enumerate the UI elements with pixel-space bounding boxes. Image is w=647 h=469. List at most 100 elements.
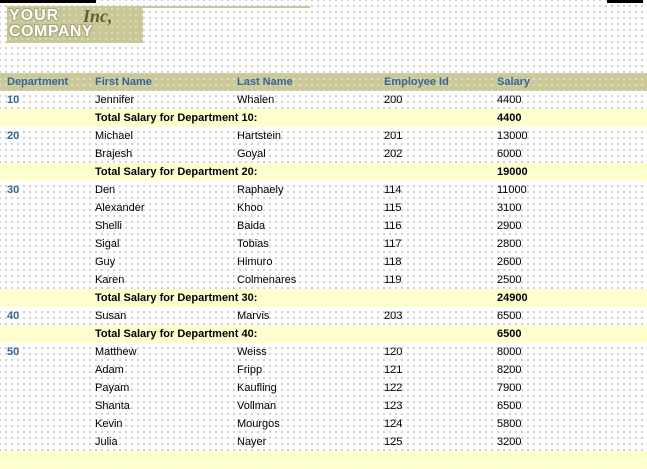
last-name-cell: Vollman (237, 400, 277, 412)
total-value: 19000 (497, 166, 528, 178)
employee-row: 30 Den Raphaely 114 11000 (0, 181, 647, 199)
top-left-border-artifact (0, 0, 96, 3)
first-name-cell: Payam (95, 382, 130, 394)
employee-id-cell: 118 (384, 256, 402, 268)
department-total-row: Total Salary for Department 40: 6500 (0, 325, 647, 343)
first-name-cell: Shelli (95, 220, 122, 232)
logo-text-inc: Inc, (83, 6, 113, 26)
last-name-cell: Goyal (237, 148, 266, 160)
first-name-cell: Adam (95, 364, 124, 376)
salary-cell: 2800 (497, 238, 522, 250)
last-name-cell: Himuro (237, 256, 273, 268)
first-name-cell: Guy (95, 256, 116, 268)
employee-row: Adam Fripp 121 8200 (0, 361, 647, 379)
first-name-cell: Sigal (95, 238, 120, 250)
salary-cell: 8000 (497, 346, 522, 358)
salary-cell: 6500 (497, 310, 522, 322)
department-cell: 30 (7, 184, 20, 196)
last-name-cell: Hartstein (237, 130, 282, 142)
employee-row: 40 Susan Marvis 203 6500 (0, 307, 647, 325)
total-label: Total Salary for Department 20: (95, 166, 258, 178)
last-name-cell: Colmenares (237, 274, 297, 286)
table-body: 10 Jennifer Whalen 200 4400 Total Salary for … (0, 91, 647, 469)
first-name-cell: Jennifer (95, 94, 135, 106)
employee-row: 50 Matthew Weiss 120 8000 (0, 343, 647, 361)
company-logo: YOUR COMPANY Inc, (7, 6, 143, 43)
salary-cell: 13000 (497, 130, 528, 142)
employee-id-cell: 119 (384, 274, 402, 286)
first-name-cell: Brajesh (95, 148, 133, 160)
salary-cell: 2500 (497, 274, 522, 286)
salary-cell: 3100 (497, 202, 522, 214)
department-cell: 10 (7, 94, 20, 106)
logo-text-your: YOUR (9, 7, 60, 24)
first-name-cell: Susan (95, 310, 127, 322)
top-right-border-artifact (607, 0, 643, 3)
logo-top-line (7, 6, 310, 8)
employee-row: Brajesh Goyal 202 6000 (0, 145, 647, 163)
salary-cell: 2600 (497, 256, 522, 268)
employee-row: Karen Colmenares 119 2500 (0, 271, 647, 289)
employee-row: 10 Jennifer Whalen 200 4400 (0, 91, 647, 109)
employee-row: 20 Michael Hartstein 201 13000 (0, 127, 647, 145)
department-cell: 20 (7, 130, 20, 142)
salary-cell: 11000 (497, 184, 527, 196)
total-label: Total Salary for Department 10: (95, 112, 258, 124)
salary-cell: 6000 (497, 148, 522, 160)
salary-cell: 4400 (497, 94, 522, 106)
department-total-row (0, 451, 647, 469)
salary-cell: 8200 (497, 364, 522, 376)
total-value: 4400 (497, 112, 522, 124)
column-header-employee-id: Employee Id (384, 76, 449, 88)
column-header-salary: Salary (497, 76, 531, 88)
employee-id-cell: 116 (384, 220, 402, 232)
employee-row: Shanta Vollman 123 6500 (0, 397, 647, 415)
department-total-row: Total Salary for Department 30: 24900 (0, 289, 647, 307)
employee-row: Kevin Mourgos 124 5800 (0, 415, 647, 433)
employee-id-cell: 120 (384, 346, 403, 358)
salary-cell: 3200 (497, 436, 522, 448)
total-value: 24900 (497, 292, 528, 304)
last-name-cell: Weiss (237, 346, 267, 358)
last-name-cell: Kaufling (237, 382, 277, 394)
total-value: 6500 (497, 328, 522, 340)
first-name-cell: Alexander (95, 202, 145, 214)
first-name-cell: Matthew (95, 346, 137, 358)
column-header-department: Department (7, 76, 69, 88)
first-name-cell: Kevin (95, 418, 123, 430)
salary-cell: 2900 (497, 220, 522, 232)
column-header-last-name: Last Name (237, 76, 293, 88)
employee-row: Shelli Baida 116 2900 (0, 217, 647, 235)
table-header-row: Department First Name Last Name Employee… (0, 73, 647, 91)
employee-id-cell: 202 (384, 148, 403, 160)
last-name-cell: Marvis (237, 310, 270, 322)
department-cell: 50 (7, 346, 20, 358)
salary-cell: 5800 (497, 418, 522, 430)
employee-row: Alexander Khoo 115 3100 (0, 199, 647, 217)
last-name-cell: Raphaely (237, 184, 284, 196)
total-label: Total Salary for Department 30: (95, 292, 258, 304)
employee-row: Sigal Tobias 117 2800 (0, 235, 647, 253)
employee-id-cell: 122 (384, 382, 403, 394)
last-name-cell: Whalen (237, 94, 275, 106)
employee-id-cell: 124 (384, 418, 403, 430)
last-name-cell: Mourgos (237, 418, 280, 430)
employee-row: Julia Nayer 125 3200 (0, 433, 647, 451)
employee-row: Guy Himuro 118 2600 (0, 253, 647, 271)
employee-id-cell: 125 (384, 436, 403, 448)
employee-row: Payam Kaufling 122 7900 (0, 379, 647, 397)
employee-id-cell: 117 (384, 238, 402, 250)
last-name-cell: Khoo (237, 202, 263, 214)
first-name-cell: Michael (95, 130, 133, 142)
salary-cell: 7900 (497, 382, 522, 394)
employee-id-cell: 121 (384, 364, 403, 376)
department-total-row: Total Salary for Department 10: 4400 (0, 109, 647, 127)
employee-id-cell: 201 (384, 130, 403, 142)
department-total-row: Total Salary for Department 20: 19000 (0, 163, 647, 181)
salary-report-table: Department First Name Last Name Employee… (0, 73, 647, 469)
employee-id-cell: 114 (384, 184, 402, 196)
last-name-cell: Fripp (237, 364, 263, 376)
first-name-cell: Shanta (95, 400, 130, 412)
salary-cell: 6500 (497, 400, 522, 412)
